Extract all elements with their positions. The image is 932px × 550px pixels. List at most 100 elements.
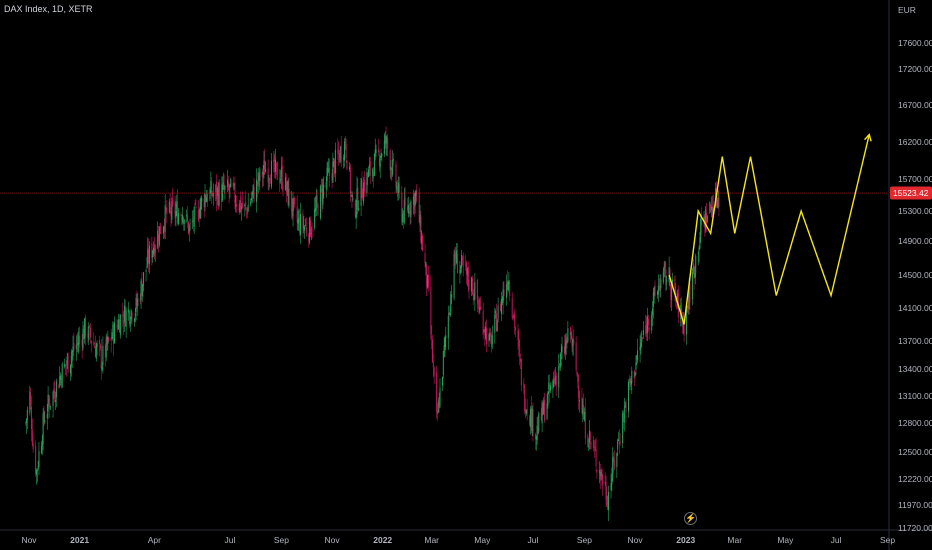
candle xyxy=(569,326,571,344)
candle xyxy=(275,148,277,179)
candle xyxy=(386,135,388,156)
candle xyxy=(320,178,322,193)
candle xyxy=(273,151,275,173)
candle xyxy=(112,321,114,342)
y-axis[interactable]: 17600.00 17200.00 16700.00 16200.00 15700.00… xyxy=(898,38,932,533)
candle xyxy=(153,236,155,260)
candle xyxy=(274,154,276,179)
candle xyxy=(438,392,440,413)
candle xyxy=(617,438,619,457)
candle xyxy=(511,292,513,321)
candle xyxy=(30,387,32,410)
candle xyxy=(490,331,492,353)
candle xyxy=(636,354,638,365)
candle xyxy=(257,167,259,194)
candle xyxy=(652,287,654,319)
candle xyxy=(236,195,238,213)
candle xyxy=(459,260,461,284)
x-axis[interactable]: Nov 2021 Apr Jul Sep Nov 2022 Mar May Jul Sep Nov 20… xyxy=(21,535,895,545)
y-tick-label: 15300.00 xyxy=(898,206,932,216)
candle xyxy=(275,162,277,176)
candle xyxy=(360,178,362,216)
candle xyxy=(309,216,311,238)
candle xyxy=(500,291,502,321)
candle xyxy=(495,303,497,332)
candle xyxy=(89,324,91,328)
candle xyxy=(515,326,517,337)
candle xyxy=(424,243,426,268)
candle xyxy=(108,336,110,343)
candle xyxy=(268,174,270,191)
candle xyxy=(639,335,641,363)
candle xyxy=(327,161,329,177)
candle xyxy=(366,167,368,197)
candle xyxy=(221,176,223,202)
candle xyxy=(40,440,42,455)
candle xyxy=(166,200,168,224)
candle xyxy=(255,168,257,213)
candle xyxy=(298,208,300,231)
candle xyxy=(344,138,346,168)
candle xyxy=(710,204,712,213)
candle xyxy=(502,281,504,315)
candle xyxy=(716,197,718,209)
candle xyxy=(60,372,62,386)
candle xyxy=(286,180,288,196)
candle xyxy=(571,325,573,353)
candle xyxy=(206,190,208,203)
candle xyxy=(61,361,63,388)
candle xyxy=(187,205,189,228)
candle xyxy=(565,332,567,355)
candle xyxy=(479,297,481,314)
candle xyxy=(524,384,526,415)
candle xyxy=(536,417,538,445)
x-tick-label: Jul xyxy=(224,535,235,545)
candle xyxy=(131,310,133,325)
candle xyxy=(311,222,313,239)
candle xyxy=(128,301,130,321)
candle xyxy=(100,339,102,380)
candle xyxy=(280,169,282,184)
candle xyxy=(323,176,325,199)
x-tick-label: Nov xyxy=(628,535,644,545)
candle xyxy=(456,243,458,274)
candle xyxy=(235,194,237,213)
candle xyxy=(363,176,365,206)
candle xyxy=(152,249,154,263)
candle xyxy=(506,270,508,296)
candle xyxy=(554,367,556,386)
candle xyxy=(146,257,148,270)
candle xyxy=(391,167,393,181)
price-tag: 15523.42 xyxy=(890,186,932,200)
candle xyxy=(222,172,224,190)
lightning-icon[interactable]: ⚡ xyxy=(684,512,697,525)
candle xyxy=(500,301,502,312)
candle xyxy=(397,176,399,201)
candle xyxy=(584,398,586,445)
candle xyxy=(259,167,261,191)
candle xyxy=(262,165,264,187)
x-tick-label: 2022 xyxy=(373,535,392,545)
candle xyxy=(567,321,569,343)
candle xyxy=(189,218,191,232)
candle xyxy=(176,194,178,217)
candle xyxy=(136,290,138,309)
candle xyxy=(559,363,561,371)
projection-line xyxy=(668,134,870,325)
projection-arrowhead xyxy=(864,133,872,142)
y-tick-label: 17600.00 xyxy=(898,38,932,48)
candle xyxy=(532,402,534,442)
candle xyxy=(564,334,566,360)
candle xyxy=(212,183,214,206)
candle xyxy=(409,202,411,225)
candle xyxy=(174,196,176,226)
candle xyxy=(227,176,229,190)
candle xyxy=(70,364,72,381)
candle xyxy=(128,310,130,328)
candle xyxy=(101,361,103,372)
candle xyxy=(379,155,381,179)
candle xyxy=(541,399,543,433)
candle xyxy=(332,152,334,183)
y-tick-label: 15700.00 xyxy=(898,174,932,184)
